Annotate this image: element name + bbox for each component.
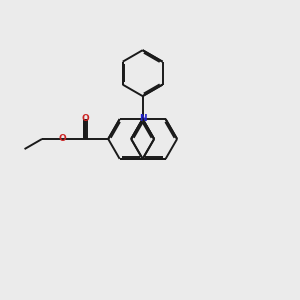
Text: N: N: [139, 114, 146, 123]
Text: O: O: [81, 114, 89, 123]
Text: O: O: [58, 134, 66, 143]
